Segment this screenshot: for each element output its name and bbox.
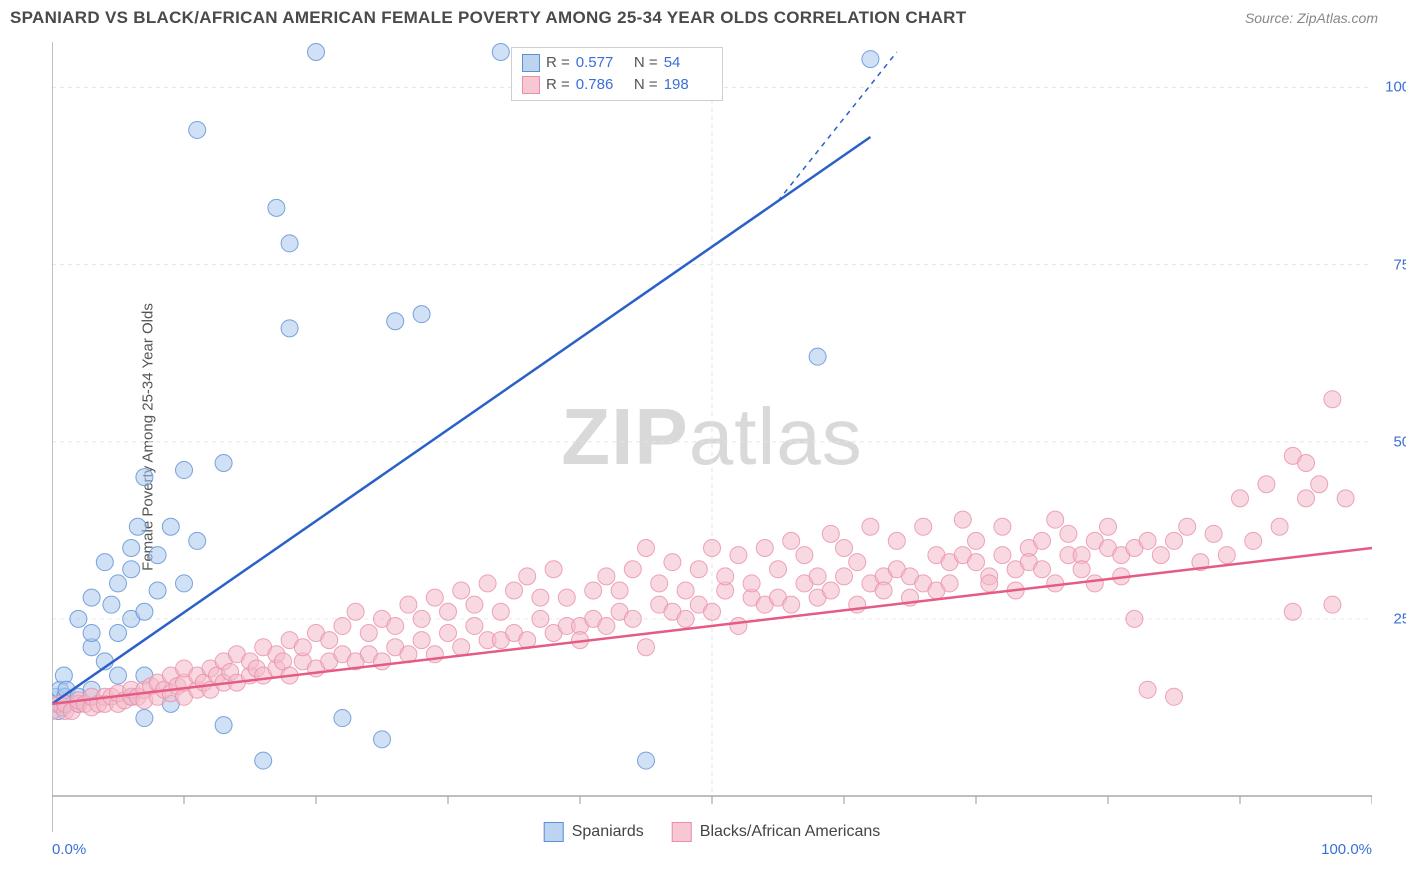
series-swatch-spaniards <box>544 822 564 842</box>
r-label: R = <box>546 52 570 74</box>
chart-title: SPANIARD VS BLACK/AFRICAN AMERICAN FEMAL… <box>10 8 966 28</box>
series-blacks_african_americans <box>52 391 1354 720</box>
chart-source: Source: ZipAtlas.com <box>1245 10 1378 26</box>
n-value-black: 198 <box>664 74 712 96</box>
correlation-row-black: R = 0.786 N = 198 <box>522 74 712 96</box>
legend-swatch-spaniards <box>522 54 540 72</box>
r-value-black: 0.786 <box>576 74 624 96</box>
chart-container: Female Poverty Among 25-34 Year Olds ZIP… <box>52 42 1372 832</box>
ytick-label: 25.0% <box>1393 610 1406 627</box>
series-spaniards <box>52 44 879 770</box>
correlation-legend: R = 0.577 N = 54 R = 0.786 N = 198 <box>511 47 723 101</box>
xtick-label: 100.0% <box>1321 841 1372 858</box>
series-legend-black: Blacks/African Americans <box>672 822 881 842</box>
legend-swatch-black <box>522 76 540 94</box>
r-value-spaniards: 0.577 <box>576 52 624 74</box>
series-legend-spaniards: Spaniards <box>544 822 644 842</box>
series-label-spaniards: Spaniards <box>572 823 644 841</box>
ytick-label: 50.0% <box>1393 433 1406 450</box>
ytick-label: 100.0% <box>1385 79 1406 96</box>
n-label: N = <box>630 74 658 96</box>
r-label: R = <box>546 74 570 96</box>
ytick-label: 75.0% <box>1393 256 1406 273</box>
series-label-black: Blacks/African Americans <box>700 823 881 841</box>
series-legend: Spaniards Blacks/African Americans <box>544 822 881 842</box>
xtick-label: 0.0% <box>52 841 86 858</box>
scatter-plot <box>52 42 1372 832</box>
n-value-spaniards: 54 <box>664 52 712 74</box>
n-label: N = <box>630 52 658 74</box>
series-swatch-black <box>672 822 692 842</box>
correlation-row-spaniards: R = 0.577 N = 54 <box>522 52 712 74</box>
